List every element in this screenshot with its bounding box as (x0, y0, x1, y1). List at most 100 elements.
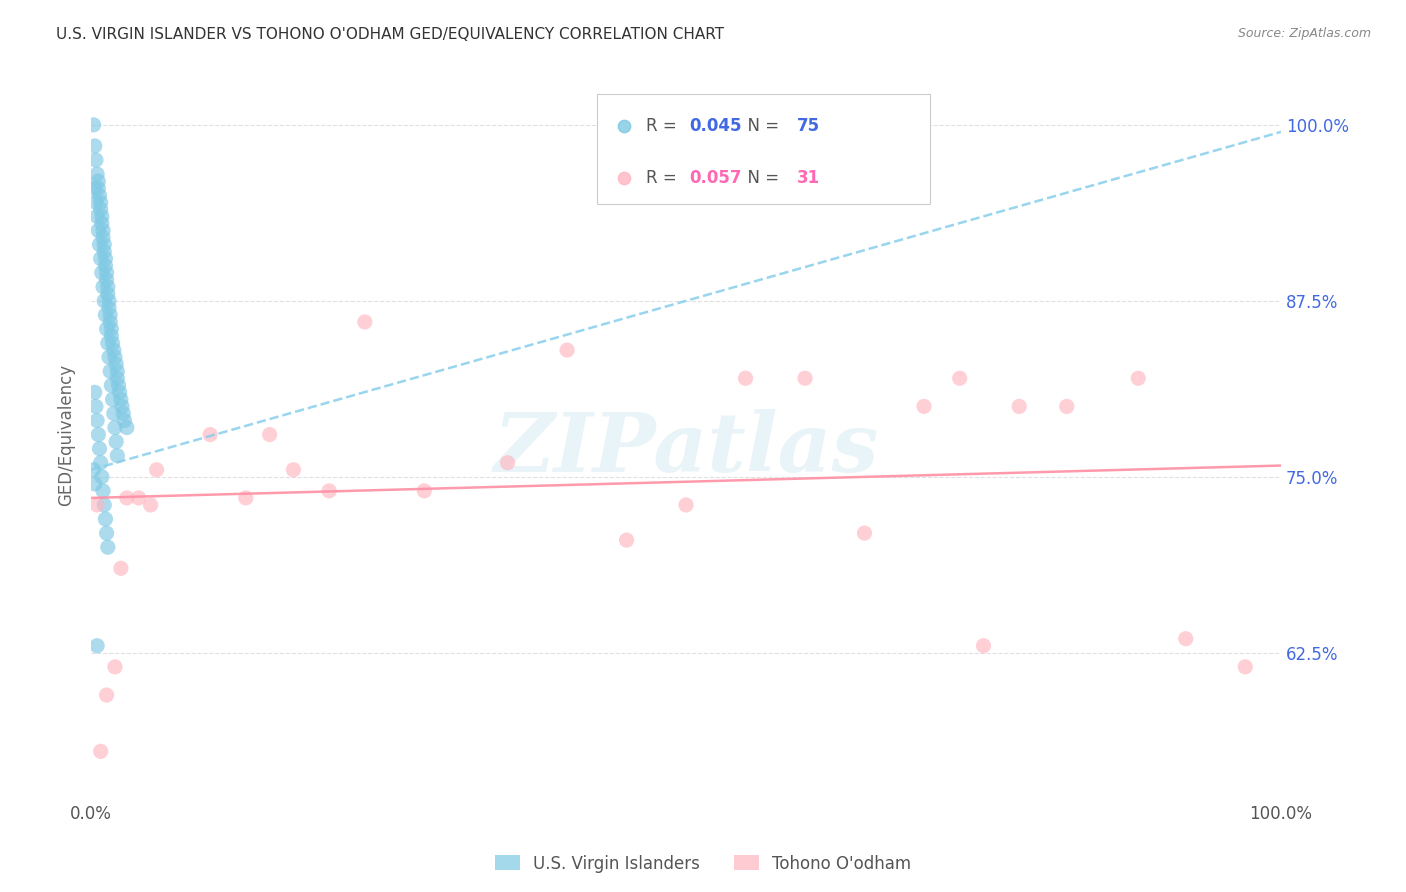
Point (84, 195, 107, 210)
Point (105, 364, 128, 378)
Point (108, 385, 131, 400)
Point (86, 167, 108, 181)
Point (97, 286, 120, 301)
Point (91, 279, 114, 293)
Text: 0.045: 0.045 (689, 117, 742, 135)
Point (87, 174, 110, 188)
Point (93, 293, 115, 308)
Point (100, 322, 122, 336)
Point (98, 364, 121, 378)
Point (110, 561, 132, 575)
Point (86, 639, 108, 653)
Point (1174, 632, 1197, 646)
Point (90, 266, 112, 280)
Text: R =: R = (645, 169, 682, 187)
Point (90, 195, 112, 210)
Point (91, 483, 114, 498)
Point (91, 223, 114, 237)
FancyBboxPatch shape (596, 95, 929, 204)
Point (283, 463, 305, 477)
Point (86, 210, 108, 224)
Legend: U.S. Virgin Islanders, Tohono O'odham: U.S. Virgin Islanders, Tohono O'odham (488, 848, 918, 880)
Point (96, 688, 118, 702)
Point (83, 385, 105, 400)
Point (96, 273, 118, 287)
Point (1056, 400, 1078, 414)
Point (105, 357, 128, 371)
Point (87, 427, 110, 442)
Point (90, 202, 112, 217)
Point (318, 483, 340, 498)
Point (794, 371, 817, 385)
Point (259, 427, 281, 442)
Text: N =: N = (737, 117, 785, 135)
Point (90, 744, 112, 758)
Y-axis label: GED/Equivalency: GED/Equivalency (58, 364, 75, 506)
Point (98, 315, 121, 329)
Point (115, 491, 138, 505)
Point (90, 456, 112, 470)
Text: ZIPatlas: ZIPatlas (494, 409, 879, 489)
Point (949, 371, 972, 385)
Point (145, 463, 167, 477)
Point (94, 512, 117, 526)
Point (96, 526, 118, 541)
Text: N =: N = (737, 169, 785, 187)
Point (86, 413, 108, 427)
Point (83, 476, 105, 491)
Point (104, 660, 127, 674)
Point (616, 533, 638, 548)
Point (83, 139, 105, 153)
Point (100, 329, 122, 343)
Point (93, 498, 115, 512)
Point (101, 392, 124, 407)
Point (89, 237, 111, 252)
Point (98, 301, 121, 315)
Point (115, 420, 138, 434)
Point (93, 237, 115, 252)
Point (139, 498, 162, 512)
Point (83, 181, 105, 195)
Point (94, 252, 117, 266)
Point (87, 223, 110, 237)
Point (1008, 400, 1031, 414)
Point (105, 434, 128, 449)
Point (98, 350, 121, 364)
Point (84, 400, 107, 414)
Point (98, 293, 121, 308)
Point (613, 227, 636, 242)
Point (103, 407, 125, 421)
Point (104, 420, 127, 434)
Point (101, 336, 124, 351)
Point (89, 442, 111, 456)
Point (613, 329, 636, 343)
Point (107, 378, 129, 392)
Text: Source: ZipAtlas.com: Source: ZipAtlas.com (1237, 27, 1371, 40)
Point (96, 322, 118, 336)
Point (84, 153, 107, 167)
Point (83, 463, 105, 477)
Point (90, 470, 112, 484)
Point (103, 343, 125, 357)
Text: 0.057: 0.057 (689, 169, 742, 187)
Point (114, 413, 136, 427)
Text: 31: 31 (797, 169, 820, 187)
Point (100, 378, 122, 392)
Point (912, 400, 935, 414)
Point (87, 181, 110, 195)
Point (198, 427, 221, 442)
Point (128, 491, 150, 505)
Point (86, 498, 108, 512)
Point (110, 392, 132, 407)
Point (235, 491, 257, 505)
Point (413, 483, 436, 498)
Point (97, 336, 120, 351)
Point (555, 343, 578, 357)
Text: R =: R = (645, 117, 682, 135)
Point (111, 400, 134, 414)
Point (353, 315, 375, 329)
Point (496, 456, 519, 470)
Point (93, 244, 115, 259)
Point (96, 266, 118, 280)
Point (90, 216, 112, 230)
